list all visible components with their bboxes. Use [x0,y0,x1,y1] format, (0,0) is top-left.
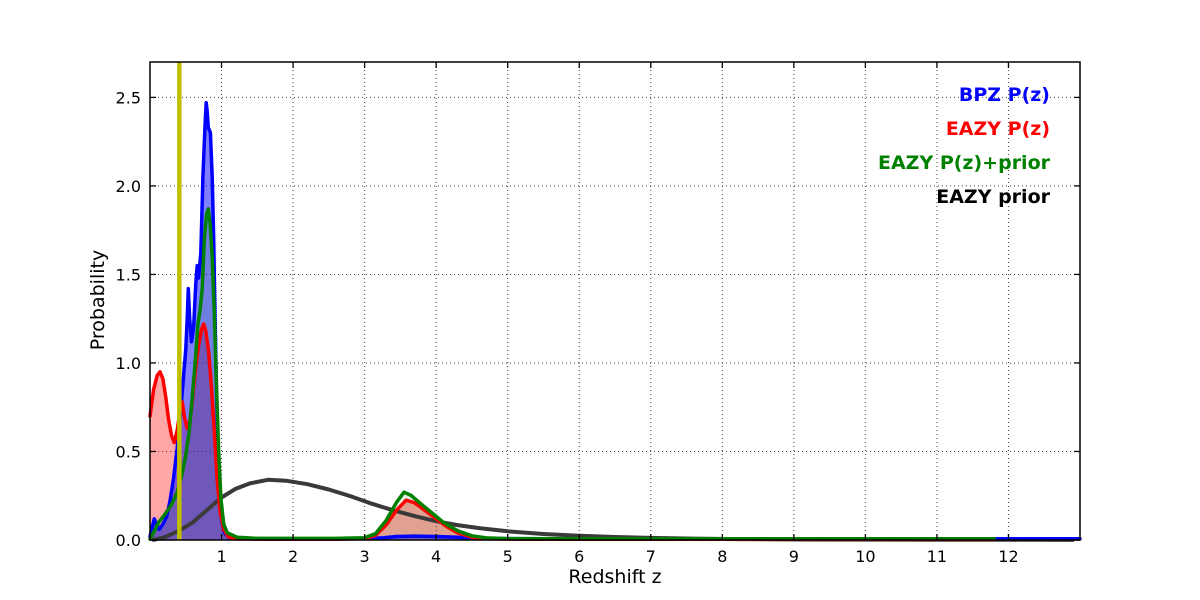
x-tick-label: 7 [646,547,656,566]
legend-item-eazy-pz-prior: EAZY P(z)+prior [877,152,1050,174]
x-tick-label: 1 [216,547,226,566]
curve-eazy-pz [148,322,996,542]
curve-eazy-pz-prior [148,207,996,541]
x-tick-label: 5 [503,547,513,566]
legend: BPZ P(z) EAZY P(z) EAZY P(z)+prior EAZY … [878,78,1050,214]
y-tick-label: 0.0 [116,531,141,550]
x-tick-label: 9 [789,547,799,566]
x-axis-label: Redshift z [568,566,662,588]
legend-item-bpz-pz: BPZ P(z) [958,84,1050,106]
x-tick-label: 12 [998,547,1018,566]
area-eazy [150,208,995,540]
x-tick-label: 11 [927,547,947,566]
plot-frame [149,61,1081,541]
curve-bpz-pz [148,100,1082,541]
y-tick-label: 0.5 [116,442,141,461]
y-tick-label: 1.0 [116,354,141,373]
x-tick-label: 6 [574,547,584,566]
y-axis-label: Probability [87,249,109,351]
y-tick-label: 2.5 [116,88,141,107]
x-tick-label: 4 [431,547,441,566]
y-tick-label: 1.5 [116,265,141,284]
legend-item-eazy-prior: EAZY prior [936,186,1050,208]
x-tick-label: 10 [855,547,875,566]
area-eazy [150,324,995,540]
legend-item-eazy-pz: EAZY P(z) [945,118,1050,140]
y-tick-label: 2.0 [116,177,141,196]
curve-eazy-prior [151,477,1075,542]
x-tick-label: 3 [360,547,370,566]
x-tick-label: 8 [717,547,727,566]
x-tick-label: 2 [288,547,298,566]
